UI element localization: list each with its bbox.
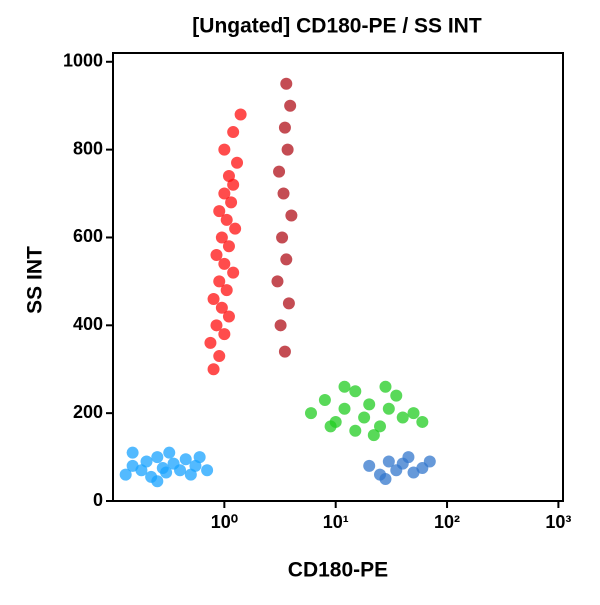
data-point bbox=[363, 459, 376, 472]
data-point bbox=[207, 363, 220, 376]
data-point bbox=[374, 420, 387, 433]
data-point bbox=[179, 453, 192, 466]
data-point bbox=[218, 143, 231, 156]
plot-frame bbox=[112, 52, 564, 502]
data-point bbox=[231, 156, 244, 169]
data-point bbox=[220, 284, 233, 297]
data-point bbox=[278, 121, 291, 134]
data-point bbox=[225, 196, 238, 209]
data-point bbox=[222, 310, 235, 323]
data-point bbox=[213, 275, 226, 288]
data-point bbox=[281, 143, 294, 156]
y-axis-label: SS INT bbox=[24, 246, 47, 314]
data-point bbox=[349, 424, 362, 437]
chart-title: [Ungated] CD180-PE / SS INT bbox=[192, 15, 482, 38]
data-point bbox=[271, 275, 284, 288]
data-point bbox=[367, 429, 380, 442]
y-tick-label: 0 bbox=[93, 490, 103, 510]
data-point bbox=[278, 345, 291, 358]
data-point bbox=[379, 473, 392, 486]
data-point bbox=[218, 328, 231, 341]
data-point bbox=[382, 402, 395, 415]
data-point bbox=[151, 475, 164, 488]
data-point bbox=[280, 253, 293, 266]
data-point bbox=[318, 393, 331, 406]
data-point bbox=[396, 411, 409, 424]
y-tick-label: 800 bbox=[73, 138, 103, 158]
x-tick-label: 10⁰ bbox=[211, 512, 238, 532]
data-point bbox=[222, 240, 235, 253]
y-tick-label: 1000 bbox=[63, 51, 103, 71]
data-point bbox=[218, 257, 231, 270]
data-point bbox=[163, 446, 176, 459]
data-point bbox=[222, 169, 235, 182]
x-tick-label: 10³ bbox=[545, 512, 571, 532]
data-point bbox=[213, 205, 226, 218]
y-tick-label: 200 bbox=[73, 402, 103, 422]
data-point bbox=[135, 464, 148, 477]
data-point bbox=[140, 455, 153, 468]
data-point bbox=[304, 407, 317, 420]
data-point bbox=[324, 420, 337, 433]
data-point bbox=[207, 292, 220, 305]
data-point bbox=[338, 380, 351, 393]
data-point bbox=[210, 249, 223, 262]
data-point bbox=[285, 209, 298, 222]
data-point bbox=[220, 213, 233, 226]
data-point bbox=[416, 415, 429, 428]
data-point bbox=[213, 350, 226, 363]
data-point bbox=[204, 336, 217, 349]
data-point bbox=[423, 455, 436, 468]
y-tick-label: 400 bbox=[73, 314, 103, 334]
data-point bbox=[379, 380, 392, 393]
data-point bbox=[402, 451, 415, 464]
data-point bbox=[210, 319, 223, 332]
data-point bbox=[274, 319, 287, 332]
data-point bbox=[280, 77, 293, 90]
data-point bbox=[215, 231, 228, 244]
data-point bbox=[276, 231, 289, 244]
data-point bbox=[229, 222, 242, 235]
data-point bbox=[349, 385, 362, 398]
data-point bbox=[227, 126, 240, 139]
y-tick-label: 600 bbox=[73, 226, 103, 246]
data-point bbox=[174, 464, 187, 477]
x-tick-label: 10¹ bbox=[323, 512, 349, 532]
data-point bbox=[160, 466, 173, 479]
data-point bbox=[358, 411, 371, 424]
data-point bbox=[282, 297, 295, 310]
data-point bbox=[193, 451, 206, 464]
data-point bbox=[126, 446, 139, 459]
data-point bbox=[218, 187, 231, 200]
data-point bbox=[215, 301, 228, 314]
data-point bbox=[201, 464, 214, 477]
data-point bbox=[363, 398, 376, 411]
data-point bbox=[273, 165, 286, 178]
x-axis-label: CD180-PE bbox=[288, 559, 388, 582]
data-point bbox=[227, 266, 240, 279]
data-point bbox=[184, 468, 197, 481]
data-point bbox=[234, 108, 247, 121]
data-point bbox=[284, 99, 297, 112]
data-point bbox=[382, 455, 395, 468]
data-point bbox=[277, 187, 290, 200]
data-point bbox=[338, 402, 351, 415]
data-point bbox=[407, 407, 420, 420]
data-point bbox=[151, 451, 164, 464]
x-tick-label: 10² bbox=[434, 512, 460, 532]
data-point bbox=[390, 389, 403, 402]
data-point bbox=[119, 468, 132, 481]
